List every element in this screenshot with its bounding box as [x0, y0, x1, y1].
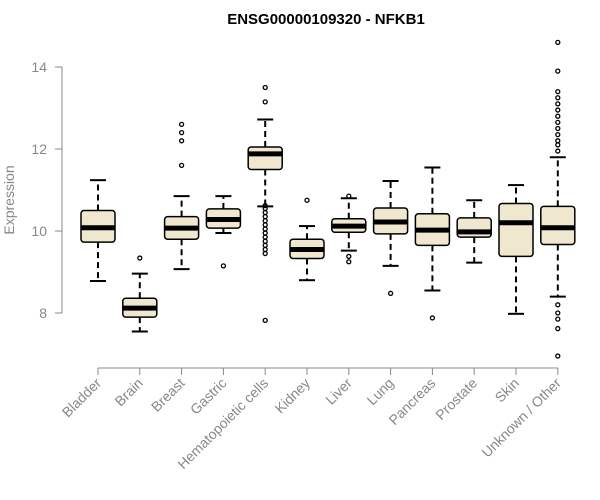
outlier-point	[178, 162, 185, 169]
box-unknown-other	[540, 39, 576, 359]
x-tick-label: Breast	[148, 375, 188, 415]
box-pancreas	[414, 166, 451, 321]
outlier-point	[137, 255, 143, 261]
outlier-point	[555, 119, 561, 125]
outlier-point	[555, 310, 561, 316]
outlier-point	[262, 242, 268, 249]
y-axis-label: Expression	[1, 165, 17, 234]
box-skin	[498, 184, 534, 315]
outlier-point	[262, 230, 268, 236]
x-tick-label: Liver	[322, 375, 355, 408]
outlier-point	[346, 259, 352, 265]
outlier-point	[555, 68, 561, 74]
outlier-point	[555, 353, 561, 359]
outlier-point	[262, 202, 268, 209]
outlier-point	[555, 142, 561, 148]
outlier-point	[555, 131, 561, 138]
y-tick-label: 10	[31, 223, 47, 239]
outlier-point	[262, 99, 268, 105]
outlier-point	[262, 234, 268, 240]
box-kidney	[289, 197, 325, 282]
x-tick-label: Bladder	[59, 375, 105, 421]
outlier-point	[178, 121, 185, 128]
y-tick-label: 14	[31, 59, 47, 75]
outlier-point	[262, 250, 268, 257]
box-breast	[163, 121, 200, 271]
outlier-point	[346, 193, 352, 199]
box-liver	[331, 193, 367, 265]
x-tick-label: Brain	[111, 375, 145, 409]
y-ticks: 8 10 12 14	[31, 59, 62, 321]
box-prostate	[456, 199, 492, 264]
outlier-point	[555, 148, 561, 154]
outlier-point	[262, 238, 268, 244]
box-brain	[122, 255, 158, 333]
outlier-point	[555, 138, 561, 144]
outlier-point	[429, 315, 436, 321]
x-tick-label: Skin	[492, 375, 523, 406]
outlier-point	[555, 302, 561, 308]
outlier-point	[346, 253, 352, 260]
outlier-point	[220, 263, 227, 269]
outlier-point	[178, 138, 185, 144]
outlier-point	[555, 39, 561, 46]
outlier-point	[262, 222, 268, 228]
x-tick-label: Kidney	[272, 375, 314, 417]
outlier-point	[555, 107, 561, 113]
outlier-point	[178, 129, 185, 136]
outlier-point	[555, 95, 561, 101]
outlier-point	[555, 316, 561, 322]
outlier-point	[262, 218, 268, 224]
y-tick-label: 8	[39, 305, 47, 321]
box-bladder	[80, 179, 116, 283]
box-series	[80, 39, 576, 359]
x-tick-label: Unknown / Other	[478, 375, 564, 461]
outlier-point	[262, 205, 268, 212]
outlier-point	[555, 88, 561, 95]
chart-title: ENSG00000109320 - NFKB1	[227, 11, 425, 28]
x-tick-label: Lung	[363, 375, 396, 408]
box-gastric	[205, 195, 242, 269]
outlier-point	[262, 209, 268, 216]
outlier-point	[262, 226, 268, 232]
outlier-point	[555, 125, 561, 132]
box-iqr	[498, 202, 534, 258]
outlier-point	[262, 84, 268, 91]
outlier-point	[555, 101, 561, 107]
box-hematopoietic-cells	[247, 84, 283, 324]
outlier-point	[555, 325, 561, 332]
outlier-point	[262, 246, 268, 253]
outlier-point	[262, 317, 268, 324]
x-tick-label: Prostate	[432, 375, 480, 423]
box-lung	[372, 179, 409, 296]
y-tick-label: 12	[31, 141, 47, 157]
box-iqr	[247, 146, 283, 171]
outlier-point	[304, 197, 310, 203]
outlier-point	[555, 113, 561, 119]
outlier-point	[262, 213, 268, 220]
outlier-point	[387, 290, 394, 296]
